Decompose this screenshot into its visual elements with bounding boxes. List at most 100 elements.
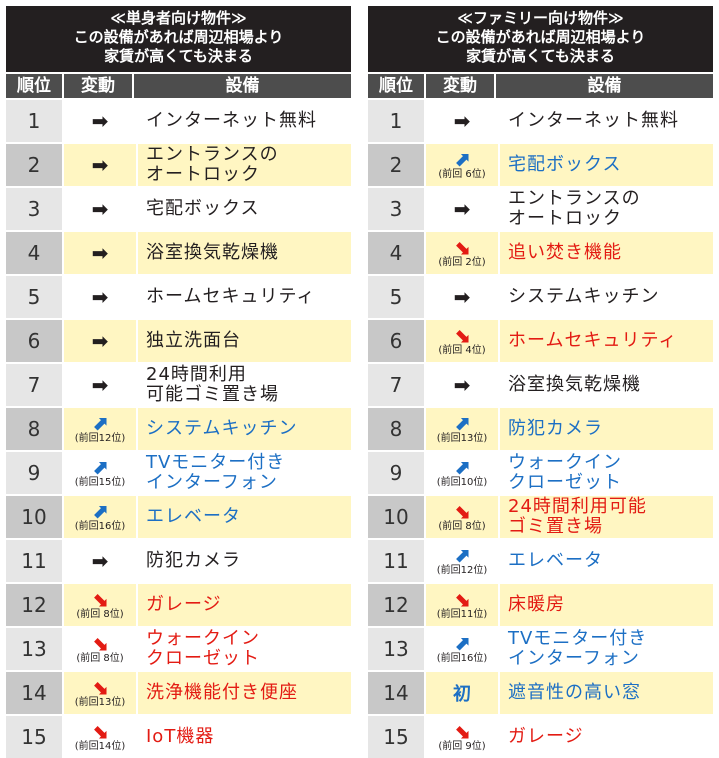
item-label: 宅配ボックス [146, 198, 260, 219]
item-cell: 遮音性の高い窓 [500, 672, 713, 714]
item-cell: 床暖房 [500, 584, 713, 626]
table-row: 7 ➡ 浴室換気乾燥機 [368, 364, 713, 406]
item-cell: 独立洗面台 [138, 320, 351, 362]
up-right-arrow-icon: ⬈ [453, 543, 471, 567]
change-cell: ⬊ (前回11位) [426, 584, 498, 626]
previous-rank: (前回 9位) [438, 741, 486, 752]
change-cell: ➡ [64, 540, 136, 582]
item-label: TVモニター付き インターフォン [508, 628, 648, 669]
panel-title: ≪単身者向け物件≫ この設備があれば周辺相場より 家賃が高くても決まる [6, 6, 351, 72]
table-row: 4 ➡ 浴室換気乾燥機 [6, 232, 351, 274]
rank-cell: 9 [6, 452, 62, 494]
up-right-arrow-icon: ⬈ [91, 499, 109, 523]
rank-cell: 4 [6, 232, 62, 274]
rank-cell: 1 [6, 100, 62, 142]
rank-cell: 4 [368, 232, 424, 274]
item-label: 浴室換気乾燥機 [146, 242, 279, 263]
rank-cell: 14 [368, 672, 424, 714]
up-right-arrow-icon: ⬈ [91, 455, 109, 479]
change-cell: 初 [426, 672, 498, 714]
up-right-arrow-icon: ⬈ [91, 411, 109, 435]
previous-rank: (前回14位) [74, 741, 126, 752]
right-arrow-icon: ➡ [453, 109, 471, 133]
new-entry-badge: 初 [453, 684, 471, 705]
table-row: 5 ➡ ホームセキュリティ [6, 276, 351, 318]
down-right-arrow-icon: ⬊ [91, 719, 109, 743]
item-label: TVモニター付き インターフォン [146, 452, 286, 493]
up-right-arrow-icon: ⬈ [453, 411, 471, 435]
right-arrow-icon: ➡ [91, 285, 109, 309]
table-row: 5 ➡ システムキッチン [368, 276, 713, 318]
change-cell: ⬊ (前回 2位) [426, 232, 498, 274]
change-cell: ⬊ (前回14位) [64, 716, 136, 758]
down-right-arrow-icon: ⬊ [453, 499, 471, 523]
item-label: 24時間利用可能 ゴミ置き場 [508, 496, 647, 537]
previous-rank: (前回13位) [436, 433, 488, 444]
change-cell: ⬈ (前回16位) [426, 628, 498, 670]
right-arrow-icon: ➡ [91, 373, 109, 397]
item-cell: インターネット無料 [500, 100, 713, 142]
table-row: 14 ⬊ (前回13位) 洗浄機能付き便座 [6, 672, 351, 714]
previous-rank: (前回10位) [436, 477, 488, 488]
right-arrow-icon: ➡ [91, 109, 109, 133]
item-label: 遮音性の高い窓 [508, 682, 641, 703]
table-row: 12 ⬊ (前回 8位) ガレージ [6, 584, 351, 626]
table-row: 11 ⬈ (前回12位) エレベータ [368, 540, 713, 582]
up-right-arrow-icon: ⬈ [453, 631, 471, 655]
change-cell: ⬈ (前回 6位) [426, 144, 498, 186]
table-row: 1 ➡ インターネット無料 [368, 100, 713, 142]
item-cell: エレベータ [138, 496, 351, 538]
rank-cell: 15 [368, 716, 424, 758]
table-row: 2 ➡ エントランスの オートロック [6, 144, 351, 186]
header-item: 設備 [587, 76, 622, 96]
item-cell: IoT機器 [138, 716, 351, 758]
change-cell: ➡ [426, 364, 498, 406]
change-cell: ➡ [64, 144, 136, 186]
table-row: 9 ⬈ (前回10位) ウォークイン クローゼット [368, 452, 713, 494]
previous-rank: (前回 8位) [76, 653, 124, 664]
rank-cell: 7 [6, 364, 62, 406]
item-label: ガレージ [508, 726, 584, 747]
item-label: 防犯カメラ [508, 418, 603, 439]
rank-cell: 14 [6, 672, 62, 714]
previous-rank: (前回 2位) [438, 257, 486, 268]
right-arrow-icon: ➡ [91, 197, 109, 221]
table-row: 8 ⬈ (前回13位) 防犯カメラ [368, 408, 713, 450]
item-cell: エントランスの オートロック [500, 188, 713, 230]
table-row: 11 ➡ 防犯カメラ [6, 540, 351, 582]
table-row: 9 ⬈ (前回15位) TVモニター付き インターフォン [6, 452, 351, 494]
rank-cell: 15 [6, 716, 62, 758]
previous-rank: (前回15位) [74, 477, 126, 488]
previous-rank: (前回 4位) [438, 345, 486, 356]
table-row: 2 ⬈ (前回 6位) 宅配ボックス [368, 144, 713, 186]
change-cell: ⬈ (前回12位) [426, 540, 498, 582]
rank-cell: 5 [368, 276, 424, 318]
item-cell: ウォークイン クローゼット [500, 452, 713, 494]
rank-cell: 12 [368, 584, 424, 626]
item-label: ウォークイン クローゼット [508, 452, 622, 493]
table-row: 15 ⬊ (前回14位) IoT機器 [6, 716, 351, 758]
up-right-arrow-icon: ⬈ [453, 455, 471, 479]
item-cell: 浴室換気乾燥機 [138, 232, 351, 274]
item-cell: エントランスの オートロック [138, 144, 351, 186]
down-right-arrow-icon: ⬊ [453, 323, 471, 347]
item-cell: 浴室換気乾燥機 [500, 364, 713, 406]
right-arrow-icon: ➡ [453, 285, 471, 309]
title-line-3: 家賃が高くても決まる [104, 47, 253, 65]
panel-single-household: ≪単身者向け物件≫ この設備があれば周辺相場より 家賃が高くても決まる 順位 変… [6, 6, 351, 758]
title-line-1: ≪単身者向け物件≫ [110, 9, 247, 27]
down-right-arrow-icon: ⬊ [91, 631, 109, 655]
table-row: 14 初 遮音性の高い窓 [368, 672, 713, 714]
table-row: 12 ⬊ (前回11位) 床暖房 [368, 584, 713, 626]
right-arrow-icon: ➡ [91, 153, 109, 177]
down-right-arrow-icon: ⬊ [91, 587, 109, 611]
table-row: 13 ⬈ (前回16位) TVモニター付き インターフォン [368, 628, 713, 670]
header-change: 変動 [424, 74, 496, 98]
rank-cell: 2 [6, 144, 62, 186]
change-cell: ⬊ (前回13位) [64, 672, 136, 714]
item-cell: 防犯カメラ [500, 408, 713, 450]
item-cell: TVモニター付き インターフォン [500, 628, 713, 670]
rank-cell: 8 [6, 408, 62, 450]
table-row: 10 ⬈ (前回16位) エレベータ [6, 496, 351, 538]
rank-cell: 6 [368, 320, 424, 362]
